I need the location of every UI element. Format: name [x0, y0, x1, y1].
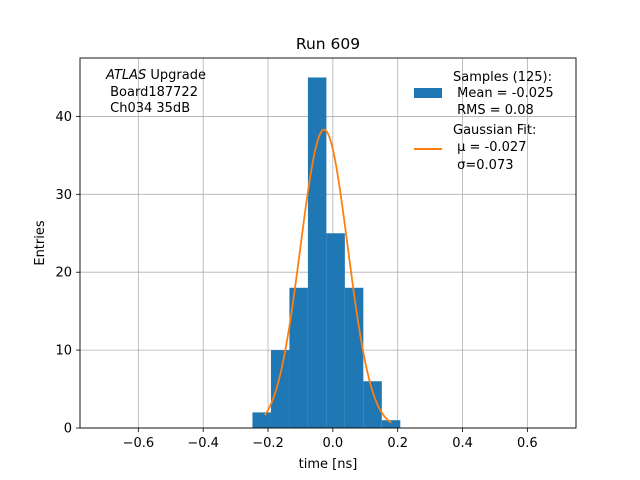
legend-hist-mean: Mean = -0.025: [453, 86, 554, 101]
legend-fit-sigma: σ=0.073: [453, 158, 513, 173]
y-axis-label: Entries: [33, 220, 48, 266]
y-tick-label: 30: [55, 188, 72, 203]
chart-title: Run 609: [296, 35, 360, 53]
x-tick-label: −0.2: [252, 436, 284, 451]
info-italic: ATLAS: [105, 68, 146, 83]
x-tick-label: 0.0: [323, 436, 344, 451]
histogram-bar: [381, 420, 401, 428]
info-annotation: ATLAS Upgrade Board187722 Ch034 35dB: [105, 68, 206, 116]
y-tick-label: 0: [64, 422, 72, 437]
info-line-2: Board187722: [106, 85, 198, 100]
axis-ticks: −0.6 −0.4 −0.2 0.0 0.2 0.4 0.6 0 10 20 30 40: [55, 110, 537, 451]
plot-frame: [79, 57, 577, 429]
y-tick-label: 40: [55, 110, 72, 125]
info-rest: Upgrade: [146, 68, 206, 83]
y-tick-label: 10: [55, 344, 72, 359]
gaussian-fit: [264, 128, 392, 424]
legend: Samples (125): Mean = -0.025 RMS = 0.08 …: [414, 70, 554, 173]
info-line-3: Ch034 35dB: [106, 101, 190, 116]
histogram-bar: [270, 350, 290, 428]
fit-curve: [264, 128, 392, 424]
y-tick-label: 20: [55, 266, 72, 281]
x-tick-label: 0.6: [517, 436, 538, 451]
histogram-bar: [363, 381, 382, 428]
x-tick-label: −0.4: [187, 436, 219, 451]
legend-hist-label: Samples (125):: [453, 70, 552, 85]
info-line-1: ATLAS Upgrade: [105, 68, 206, 83]
histogram-bar: [326, 233, 345, 428]
legend-fit-label: Gaussian Fit:: [453, 123, 536, 138]
x-tick-label: 0.4: [452, 436, 473, 451]
histogram-bar: [252, 412, 271, 428]
histogram-bar: [344, 287, 364, 428]
legend-hist-rms: RMS = 0.08: [453, 103, 534, 118]
x-tick-label: −0.6: [123, 436, 155, 451]
histogram-bar: [289, 287, 308, 428]
x-axis-label: time [ns]: [299, 457, 358, 472]
x-tick-label: 0.2: [387, 436, 408, 451]
legend-fit-mu: μ = -0.027: [453, 140, 526, 155]
legend-hist-swatch: [414, 88, 442, 98]
